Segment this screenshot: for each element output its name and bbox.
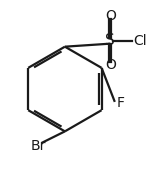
Text: O: O: [105, 9, 116, 23]
Text: Cl: Cl: [134, 34, 147, 48]
Text: S: S: [105, 33, 115, 48]
Text: O: O: [105, 58, 116, 72]
Text: Br: Br: [31, 139, 46, 153]
Text: F: F: [116, 96, 124, 110]
